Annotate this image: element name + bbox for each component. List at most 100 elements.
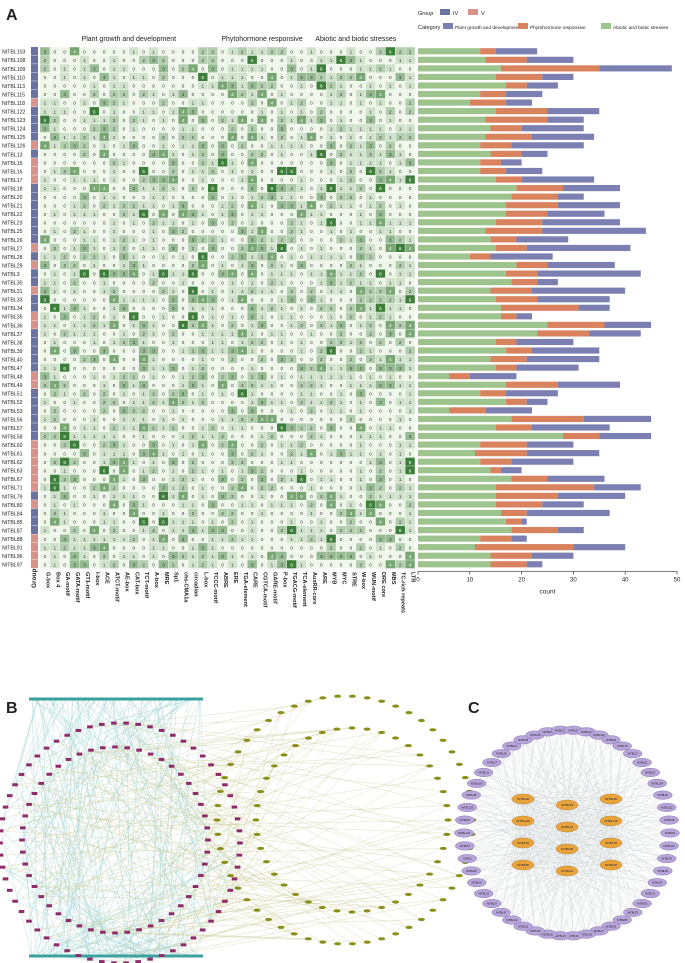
heatmap-value: 0 [162, 357, 165, 362]
bar-plant-growth-and-development [557, 527, 584, 534]
heatmap-value: 3 [330, 554, 333, 559]
heatmap-value: 2 [93, 485, 96, 490]
heatmap-value: 1 [290, 58, 293, 63]
heatmap-cell [79, 81, 90, 90]
heatmap-value: 2 [379, 340, 382, 345]
heatmap-value: 0 [241, 161, 244, 166]
heatmap-cell [138, 81, 149, 90]
heatmap-cell [50, 72, 60, 81]
heatmap-value: 0 [123, 178, 126, 183]
heatmap-value: 2 [271, 49, 274, 54]
heatmap-value: 0 [409, 212, 412, 217]
heatmap-value: 1 [399, 494, 402, 499]
heatmap-value: 0 [310, 340, 313, 345]
heatmap-value: 0 [142, 195, 145, 200]
heatmap-value: 2 [231, 220, 234, 225]
heatmap-value: 0 [182, 409, 185, 414]
heatmap-value: 4 [251, 178, 254, 183]
heatmap-value: 1 [182, 434, 185, 439]
heatmap-value: 0 [83, 340, 86, 345]
heatmap-value: 0 [379, 195, 382, 200]
heatmap-value: 3 [231, 212, 234, 217]
heatmap-cell [119, 107, 129, 116]
heatmap-value: 1 [350, 383, 353, 388]
heatmap-cell [385, 64, 396, 73]
heatmap-value: 0 [389, 503, 392, 508]
heatmap-value: 0 [152, 503, 155, 508]
heatmap-value: 1 [192, 554, 195, 559]
heatmap-value: 1 [211, 332, 214, 337]
heatmap-cell [217, 47, 228, 56]
heatmap-cell [148, 107, 159, 116]
heatmap-value: 1 [113, 340, 116, 345]
heatmap-cell [227, 47, 238, 56]
heatmap-value: 1 [310, 255, 313, 260]
bar-plant-growth-and-development [547, 108, 600, 115]
heatmap-value: 0 [44, 391, 47, 396]
heatmap-value: 0 [271, 220, 274, 225]
heatmap-value: 0 [123, 75, 126, 80]
heatmap-value: 1 [73, 246, 76, 251]
heatmap-value: 0 [330, 49, 333, 54]
heatmap-value: 0 [211, 280, 214, 285]
x-tick-label: 10 [466, 578, 473, 584]
heatmap-value: 0 [310, 195, 313, 200]
heatmap-value: 2 [369, 289, 372, 294]
heatmap-value: 0 [123, 229, 126, 234]
heatmap-value: 0 [310, 314, 313, 319]
heatmap-value: 0 [310, 169, 313, 174]
heatmap-value: 0 [271, 340, 274, 345]
heatmap-value: 4 [221, 84, 224, 89]
heatmap-value: 0 [261, 528, 264, 533]
bar-phytohormone-responsive [506, 270, 538, 277]
heatmap-value: 0 [241, 494, 244, 499]
heatmap-cell [306, 64, 317, 73]
bar-phytohormone-responsive [511, 279, 538, 286]
heatmap-value: 3 [211, 297, 214, 302]
row-label: NtTBL71 [2, 486, 23, 492]
heatmap-value: 0 [221, 289, 224, 294]
heatmap-value: 0 [231, 503, 234, 508]
column-label: ARE [321, 572, 327, 584]
heatmap-value: 2 [369, 255, 372, 260]
heatmap-value: 0 [369, 477, 372, 482]
heatmap-cell [247, 107, 257, 116]
heatmap-value: 3 [123, 306, 126, 311]
heatmap-cell [50, 55, 60, 64]
heatmap-value: 1 [300, 178, 303, 183]
heatmap-value: 1 [162, 118, 165, 123]
heatmap-value: 3 [132, 143, 135, 148]
heatmap-value: 4 [241, 297, 244, 302]
heatmap-value: 0 [300, 126, 303, 131]
heatmap-cell [79, 47, 90, 56]
heatmap-value: 2 [330, 203, 333, 208]
heatmap-value: 0 [389, 186, 392, 191]
heatmap-value: 0 [182, 340, 185, 345]
heatmap-value: 4 [162, 152, 165, 157]
heatmap-value: 1 [350, 135, 353, 140]
heatmap-value: 0 [123, 152, 126, 157]
heatmap-value: 4 [113, 357, 116, 362]
heatmap-value: 4 [241, 349, 244, 354]
heatmap-value: 1 [251, 554, 254, 559]
group-cell [31, 465, 38, 475]
heatmap-value: 3 [379, 400, 382, 405]
heatmap-value: 2 [44, 434, 47, 439]
heatmap-value: 0 [73, 220, 76, 225]
heatmap-value: 0 [192, 161, 195, 166]
heatmap-value: 4 [300, 212, 303, 217]
heatmap-cell [198, 72, 208, 81]
heatmap-value: 0 [113, 383, 116, 388]
heatmap-value: 1 [369, 195, 372, 200]
heatmap-value: 3 [152, 58, 155, 63]
heatmap-value: 3 [192, 383, 195, 388]
bar-plant-growth-and-development [495, 48, 538, 55]
heatmap-value: 0 [369, 101, 372, 106]
heatmap-value: 2 [379, 314, 382, 319]
heatmap-value: 1 [202, 212, 205, 217]
heatmap-value: 0 [271, 349, 274, 354]
heatmap-value: 0 [300, 92, 303, 97]
heatmap-value: 0 [379, 118, 382, 123]
heatmap-value: 3 [320, 554, 323, 559]
heatmap-value: 1 [310, 374, 313, 379]
